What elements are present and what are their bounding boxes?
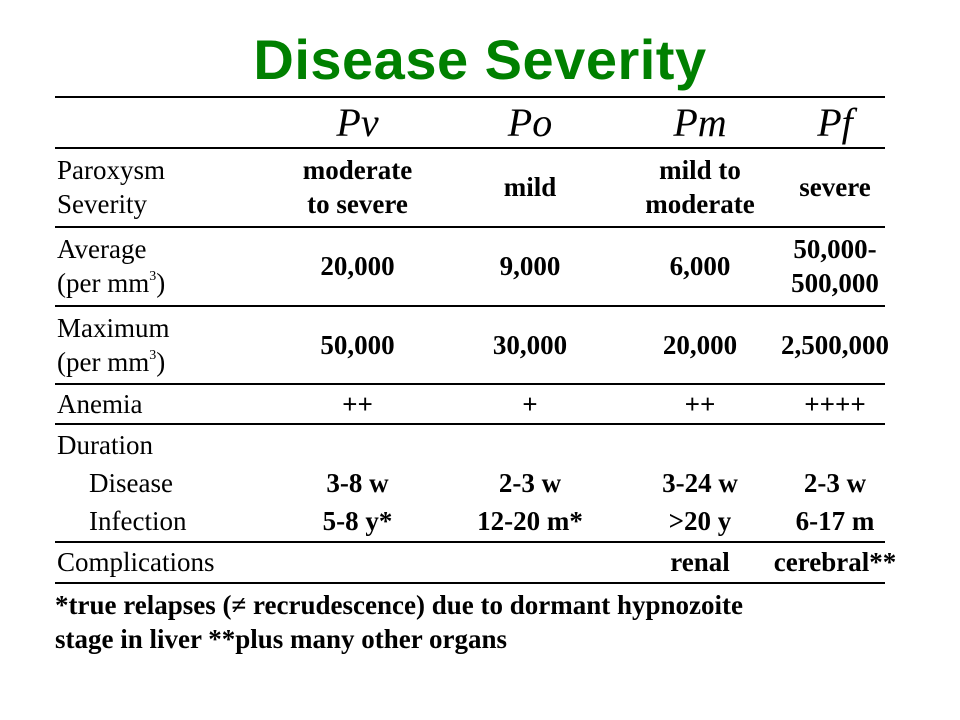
footnote-line-2: stage in liver **plus many other organs xyxy=(55,624,508,654)
table-rule xyxy=(55,226,885,228)
cell-disease-pm: 3-24 w xyxy=(662,468,738,498)
table-row-duration: Duration xyxy=(55,426,885,464)
cell-infection-pm: >20 y xyxy=(668,506,732,536)
table-rule xyxy=(55,305,885,307)
cell-maximum-pm: 20,000 xyxy=(662,330,738,360)
cell-paroxysm-pf: severe xyxy=(799,172,871,202)
cell-paroxysm-po: mild xyxy=(503,172,557,202)
column-header-pf: Pf xyxy=(817,100,853,145)
table-row-paroxysm: Paroxysm Severity moderate to severe mild… xyxy=(55,149,885,225)
cell-infection-pf: 6-17 m xyxy=(795,506,875,536)
cell-infection-po: 12-20 m* xyxy=(477,506,583,536)
cell-average-po: 9,000 xyxy=(499,251,561,281)
table-top-rule xyxy=(55,96,885,98)
slide-title: Disease Severity xyxy=(253,28,707,91)
cell-paroxysm-pm: mild to moderate xyxy=(645,155,755,219)
row-label-disease: Disease xyxy=(89,468,173,498)
cell-maximum-pf: 2,500,000 xyxy=(781,330,889,360)
footnote: *true relapses (≠ recrudescence) due to … xyxy=(55,588,895,656)
table-rule xyxy=(55,423,885,425)
row-label-complications: Complications xyxy=(57,547,215,577)
cell-complications-pm: renal xyxy=(670,547,730,577)
table-row-duration-infection: Infection 5-8 y* 12-20 m* >20 y 6-17 m xyxy=(55,502,885,540)
table-rule xyxy=(55,147,885,149)
row-label-paroxysm: Paroxysm Severity xyxy=(57,155,165,219)
cell-complications-pf: cerebral** xyxy=(773,547,897,577)
cell-anemia-pf: ++++ xyxy=(804,389,866,419)
row-label-anemia: Anemia xyxy=(57,389,143,419)
table-bottom-rule xyxy=(55,582,885,584)
cell-average-pf: 50,000- 500,000 xyxy=(791,234,879,298)
cell-disease-pv: 3-8 w xyxy=(326,468,389,498)
cell-anemia-pm: ++ xyxy=(684,389,716,419)
cell-anemia-po: + xyxy=(522,389,538,419)
cell-maximum-pv: 50,000 xyxy=(320,330,395,360)
row-label-duration: Duration xyxy=(57,430,153,460)
row-label-average: Average (per mm3) xyxy=(57,234,166,298)
cell-disease-po: 2-3 w xyxy=(498,468,562,498)
row-label-maximum: Maximum (per mm3) xyxy=(57,313,170,377)
table-row-average: Average (per mm3) 20,000 9,000 6,000 50,… xyxy=(55,228,885,304)
row-label-infection: Infection xyxy=(89,506,187,536)
table-row-complications: Complications renal cerebral** xyxy=(55,543,896,581)
cell-average-pm: 6,000 xyxy=(669,251,731,281)
table-header-row: Pv Po Pm Pf xyxy=(55,100,885,146)
column-header-po: Po xyxy=(507,100,553,145)
table-row-maximum: Maximum (per mm3) 50,000 30,000 20,000 2… xyxy=(55,307,889,383)
table-rule xyxy=(55,383,885,385)
cell-infection-pv: 5-8 y* xyxy=(322,506,393,536)
table-row-anemia: Anemia ++ + ++ ++++ xyxy=(55,385,885,423)
table-row-duration-disease: Disease 3-8 w 2-3 w 3-24 w 2-3 w xyxy=(55,464,885,502)
footnote-line-1: *true relapses (≠ recrudescence) due to … xyxy=(55,590,743,620)
cell-disease-pf: 2-3 w xyxy=(803,468,867,498)
column-header-pv: Pv xyxy=(336,100,379,145)
cell-anemia-pv: ++ xyxy=(342,389,373,419)
column-header-pm: Pm xyxy=(673,100,727,145)
table-rule xyxy=(55,541,885,543)
cell-paroxysm-pv: moderate to severe xyxy=(302,155,413,219)
cell-average-pv: 20,000 xyxy=(320,251,395,281)
cell-maximum-po: 30,000 xyxy=(492,330,568,360)
